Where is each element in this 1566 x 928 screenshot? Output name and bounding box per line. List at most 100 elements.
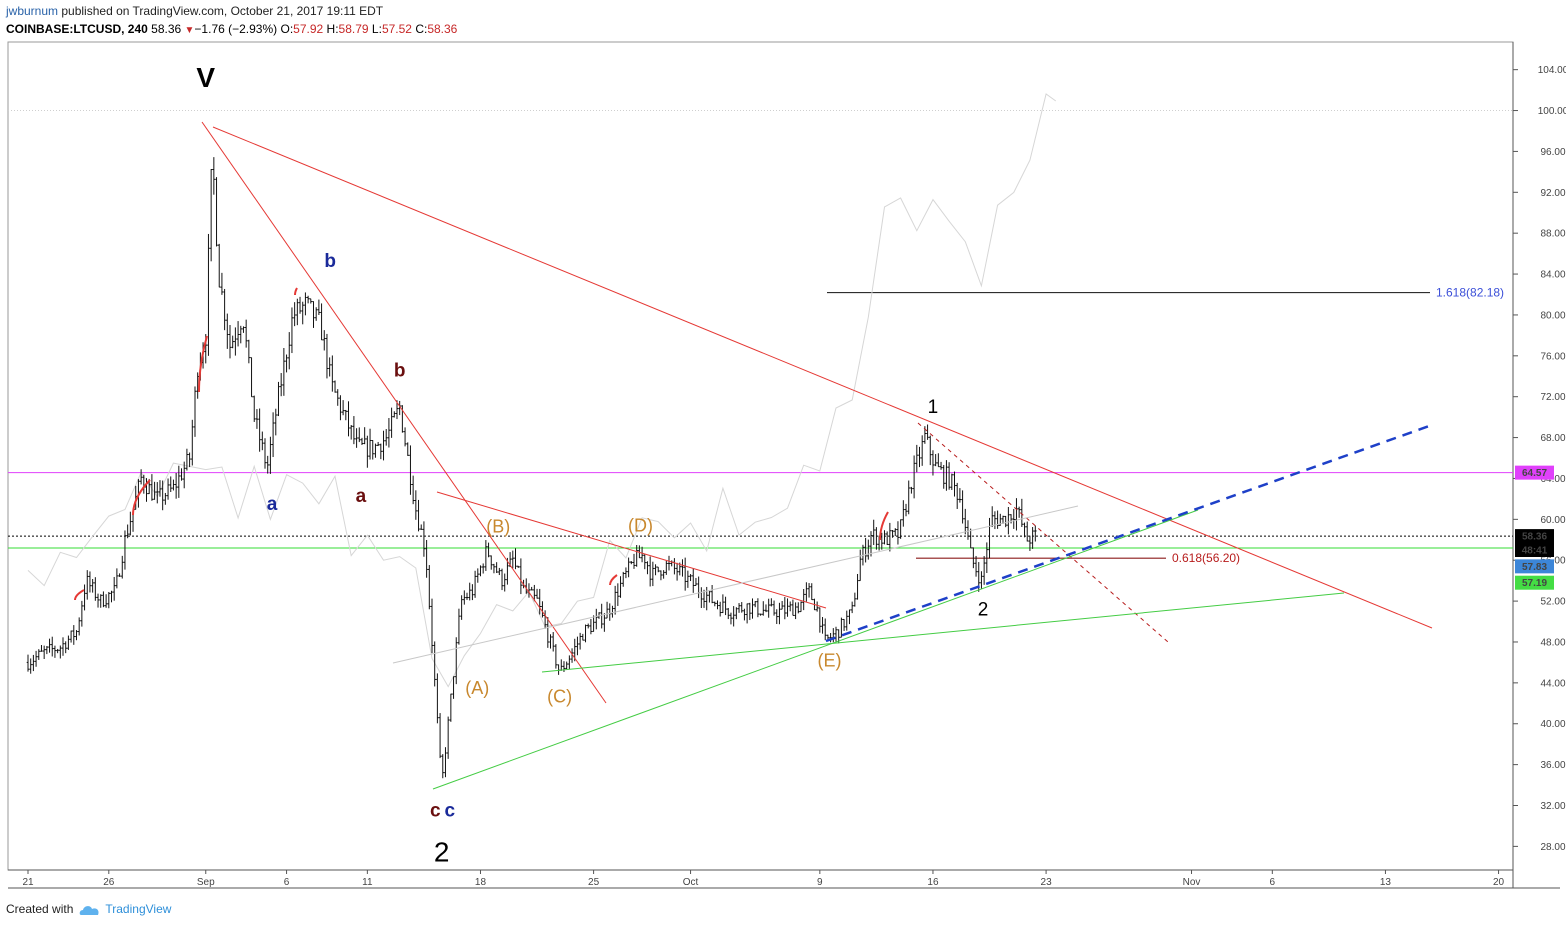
candle (104, 594, 108, 608)
candle (1004, 515, 1007, 528)
candle (635, 545, 638, 567)
candle (42, 645, 46, 660)
candle (503, 573, 507, 592)
candle (180, 468, 183, 481)
open-label: O: (280, 22, 294, 36)
candle (395, 400, 399, 420)
candle (333, 380, 337, 393)
author-link[interactable]: jwburnum (6, 4, 59, 18)
candle (996, 510, 999, 529)
candle (454, 637, 458, 685)
candle (788, 601, 792, 612)
candle (767, 598, 770, 618)
price-badge (1515, 575, 1554, 590)
y-tick-label: 52.00 (1540, 597, 1565, 608)
candle (842, 618, 846, 631)
candle (934, 454, 937, 467)
candle (640, 546, 644, 563)
candle (888, 522, 892, 552)
candle (594, 608, 598, 630)
candle (656, 566, 660, 573)
y-tick-label: 72.00 (1540, 392, 1565, 403)
candle (182, 461, 186, 489)
candle (638, 545, 641, 559)
red-arc-mark (294, 287, 298, 296)
candle (721, 594, 725, 614)
candle (791, 599, 795, 616)
candle (867, 539, 870, 560)
candle (920, 435, 924, 466)
high-value: 58.79 (338, 22, 369, 36)
candle (263, 438, 267, 469)
candle (363, 427, 366, 445)
candle (457, 608, 461, 645)
candle (328, 357, 331, 377)
candle (481, 563, 485, 574)
y-tick-label: 40.00 (1540, 719, 1565, 730)
candle (955, 482, 959, 509)
red-arc-mark (879, 511, 889, 541)
candle (681, 559, 684, 577)
candle (619, 576, 622, 598)
candle (581, 633, 585, 641)
tradingview-brand-link[interactable]: TradingView (105, 902, 172, 916)
x-tick-label: 16 (927, 877, 939, 888)
candle (624, 567, 628, 579)
candle (605, 601, 609, 619)
candle (586, 623, 590, 629)
candle (740, 602, 744, 613)
y-tick-label: 28.00 (1540, 842, 1565, 853)
candle (823, 618, 827, 641)
candle (304, 292, 307, 316)
candle (718, 601, 722, 617)
candle (83, 584, 86, 611)
candle (331, 355, 334, 392)
candle (708, 591, 711, 603)
candle (344, 409, 348, 421)
candle (850, 601, 854, 614)
candle (713, 601, 717, 607)
candle (314, 307, 318, 321)
y-tick-label: 104.00 (1538, 65, 1566, 76)
candle (228, 324, 232, 359)
symbol-name: COINBASE:LTCUSD, 240 (6, 22, 148, 36)
y-tick-label: 60.00 (1540, 515, 1565, 526)
candle (1007, 507, 1010, 535)
x-tick-label: Sep (197, 877, 215, 888)
candle (298, 296, 302, 314)
red-arc-mark (609, 574, 618, 586)
y-tick-label: 84.00 (1540, 270, 1565, 281)
candle (99, 594, 103, 608)
candle (48, 638, 51, 653)
candle (374, 443, 377, 458)
red-arc-mark (132, 479, 151, 516)
candle (1031, 527, 1034, 549)
candle (355, 428, 358, 448)
candle (796, 602, 800, 614)
candle (584, 624, 587, 643)
candle (654, 564, 657, 576)
candle (371, 440, 375, 460)
candle (853, 592, 857, 607)
close-label: C: (415, 22, 428, 36)
candle (810, 583, 814, 601)
candle (452, 676, 455, 699)
candle (759, 613, 762, 616)
candle (463, 590, 466, 605)
wave-label: c (430, 801, 441, 822)
candle (907, 480, 911, 515)
candle (336, 389, 340, 406)
x-tick-label: 25 (588, 877, 600, 888)
green-trendline-base (432, 509, 1199, 790)
candle (102, 591, 105, 608)
candle (775, 609, 779, 625)
candle (821, 617, 824, 634)
candle (834, 626, 838, 642)
candle (301, 301, 305, 325)
x-tick-label: Oct (683, 877, 699, 888)
close-value: 58.36 (427, 22, 458, 36)
candle (417, 499, 420, 532)
candle (226, 313, 229, 349)
candle (947, 462, 951, 490)
